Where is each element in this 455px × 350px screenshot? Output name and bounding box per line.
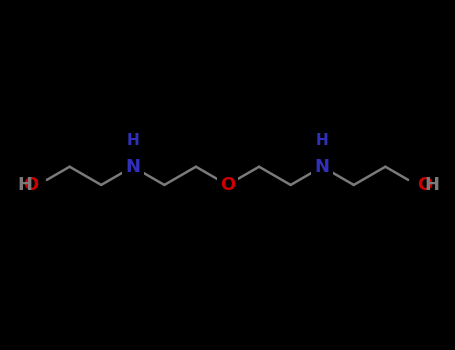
Text: H: H [17,176,32,194]
Text: N: N [125,158,140,176]
Text: H: H [126,133,139,148]
Text: O: O [220,176,235,194]
Text: HO: HO [8,176,38,194]
Text: N: N [315,158,330,176]
Text: O: O [220,176,235,194]
Text: H: H [316,133,329,148]
Text: O: O [23,176,38,194]
Text: OH: OH [417,176,447,194]
Text: O: O [417,176,432,194]
Text: N: N [315,158,330,176]
Text: H: H [424,176,439,194]
Text: N: N [125,158,140,176]
